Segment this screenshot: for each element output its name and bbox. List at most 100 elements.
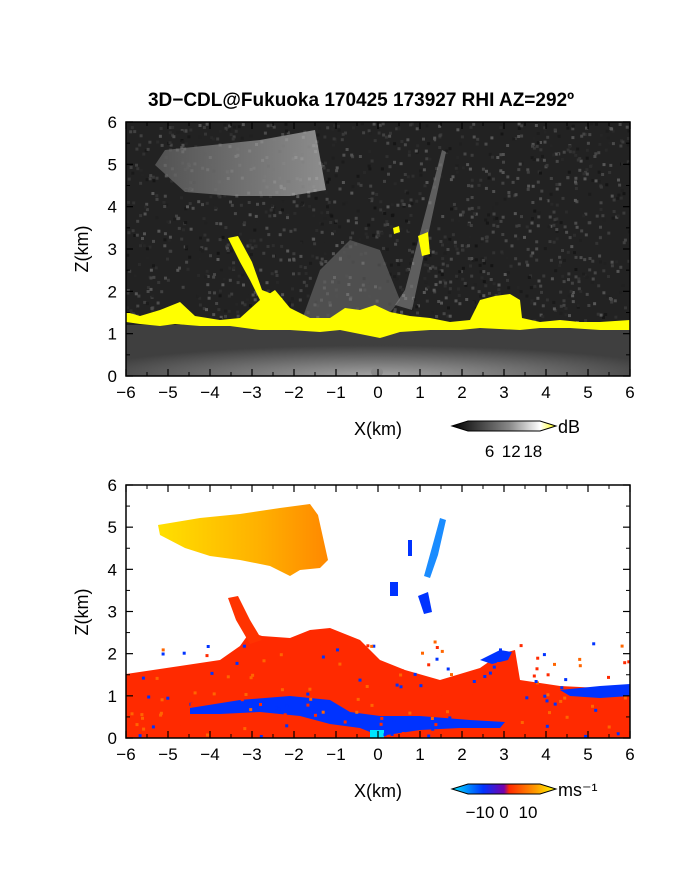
speckle-pixel	[321, 710, 325, 714]
noise-pixel	[256, 202, 259, 206]
speckle-pixel	[306, 703, 310, 707]
noise-pixel	[189, 227, 193, 231]
noise-pixel	[466, 163, 470, 167]
noise-pixel	[437, 227, 441, 231]
noise-pixel	[204, 247, 208, 251]
noise-pixel	[227, 128, 231, 132]
speckle-pixel	[205, 654, 209, 658]
noise-pixel	[517, 168, 521, 172]
noise-pixel	[454, 207, 458, 211]
noise-pixel	[184, 247, 188, 251]
speckle-pixel	[607, 725, 611, 729]
y-tick-label: 4	[108, 560, 117, 579]
noise-pixel	[473, 283, 477, 287]
speckle-pixel	[603, 698, 607, 702]
noise-pixel	[126, 245, 130, 249]
noise-pixel	[134, 292, 138, 296]
noise-pixel	[149, 276, 153, 280]
speckle-pixel	[262, 659, 266, 663]
noise-pixel	[584, 170, 588, 174]
noise-pixel	[484, 186, 488, 190]
colorbar-tick-label: 12	[502, 442, 521, 461]
noise-pixel	[485, 221, 489, 225]
noise-pixel	[186, 267, 190, 271]
noise-pixel	[437, 266, 441, 270]
noise-pixel	[434, 283, 438, 287]
noise-pixel	[422, 291, 426, 294]
noise-pixel	[305, 284, 309, 288]
noise-pixel	[156, 140, 160, 144]
noise-pixel	[388, 134, 392, 138]
noise-pixel	[166, 209, 170, 213]
speckle-pixel	[343, 720, 347, 724]
noise-pixel	[566, 148, 570, 152]
noise-pixel	[139, 181, 143, 185]
noise-pixel	[455, 247, 459, 251]
noise-pixel	[561, 274, 565, 278]
noise-pixel	[349, 245, 353, 249]
noise-pixel	[506, 247, 510, 251]
speckle-pixel	[536, 656, 540, 660]
noise-pixel	[234, 129, 238, 133]
noise-pixel	[472, 212, 476, 216]
noise-pixel	[479, 294, 483, 298]
noise-pixel	[431, 250, 435, 254]
noise-pixel	[334, 219, 338, 223]
beam-dots-yellow	[393, 226, 430, 256]
noise-pixel	[590, 122, 594, 126]
noise-pixel	[568, 150, 572, 154]
speckle-pixel	[568, 697, 572, 701]
noise-pixel	[602, 163, 606, 167]
noise-pixel	[321, 242, 325, 246]
noise-pixel	[367, 164, 371, 168]
speckle-pixel	[134, 727, 138, 731]
noise-pixel	[169, 249, 173, 253]
noise-pixel	[627, 129, 630, 133]
noise-pixel	[535, 247, 539, 251]
noise-pixel	[315, 229, 319, 232]
speckle-pixel	[472, 680, 476, 683]
noise-pixel	[470, 196, 474, 199]
noise-pixel	[184, 207, 188, 211]
noise-pixel	[343, 242, 347, 246]
noise-pixel	[324, 161, 327, 165]
speckle-pixel	[578, 657, 582, 661]
noise-pixel	[537, 215, 541, 219]
noise-pixel	[464, 283, 468, 287]
noise-pixel	[414, 149, 418, 153]
noise-pixel	[326, 292, 329, 296]
noise-pixel	[554, 269, 558, 273]
noise-pixel	[344, 201, 348, 204]
noise-pixel	[536, 180, 540, 184]
noise-pixel	[585, 275, 589, 279]
speckle-pixel	[447, 695, 451, 699]
noise-pixel	[562, 258, 566, 262]
speckle-pixel	[161, 648, 165, 652]
speckle-pixel	[349, 676, 353, 680]
noise-pixel	[291, 287, 294, 291]
noise-pixel	[599, 185, 603, 189]
noise-pixel	[585, 156, 589, 160]
noise-pixel	[533, 284, 537, 288]
noise-pixel	[487, 172, 491, 176]
noise-pixel	[527, 184, 531, 188]
speckle-pixel	[372, 644, 376, 648]
noise-pixel	[492, 251, 496, 255]
noise-pixel	[467, 244, 470, 248]
noise-pixel	[407, 150, 411, 154]
noise-pixel	[583, 293, 587, 297]
noise-pixel	[506, 271, 510, 275]
noise-pixel	[168, 235, 172, 239]
noise-pixel	[558, 255, 562, 259]
noise-pixel	[616, 269, 620, 273]
noise-pixel	[431, 140, 434, 144]
noise-pixel	[241, 273, 245, 277]
x-tick-label: 0	[373, 745, 382, 764]
noise-pixel	[626, 143, 630, 147]
noise-pixel	[246, 298, 249, 302]
noise-pixel	[566, 250, 570, 254]
speckle-pixel	[280, 688, 284, 692]
noise-pixel	[180, 130, 184, 134]
noise-pixel	[268, 214, 272, 218]
